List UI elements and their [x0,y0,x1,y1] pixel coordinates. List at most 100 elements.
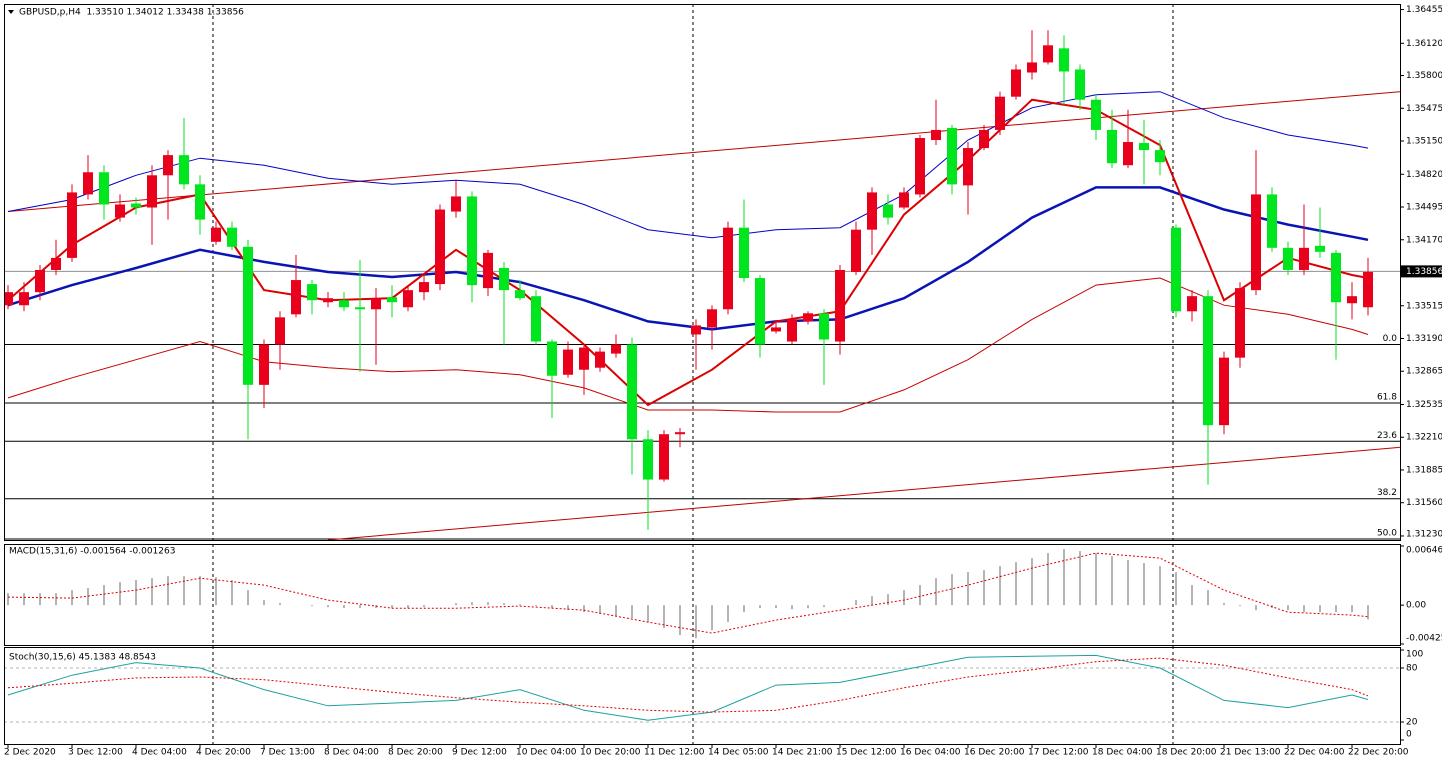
stoch-signal [7,657,1369,713]
candle-body [1155,150,1165,163]
candle-body [803,313,813,322]
y-tick-label: 1.32535 [1406,400,1442,410]
candle-body [1203,296,1213,426]
candle-body [739,227,749,279]
candle-body [1347,296,1357,304]
y-tick-label: 1.34820 [1406,170,1442,180]
candle-body [995,96,1005,130]
candle-body [771,327,781,332]
y-tick-label: 20 [1406,718,1418,728]
fibo-label: 61.8 [1377,392,1397,402]
candle-body [1283,247,1293,270]
candle-body [211,227,221,242]
candle-body [1235,288,1245,358]
macd-pane [7,549,1369,639]
fibo-label: 0.0 [1383,334,1398,344]
candle-body [691,325,701,335]
candle-body [355,307,365,310]
candle-body [707,309,717,328]
candle-body [1011,69,1021,97]
chart-title: GBPUSD,p,H4 1.33510 1.34012 1.33438 1.33… [19,8,244,18]
macd-frame [4,544,1401,646]
y-tick-label: 1.32210 [1406,433,1442,443]
candle-body [1107,129,1117,164]
candle-body [979,129,989,149]
x-tick-label: 18 Dec 04:00 [1092,748,1153,758]
x-tick-label: 8 Dec 04:00 [324,748,379,758]
macd-title: MACD(15,31,6) -0.001564 -0.001263 [9,547,175,557]
candle-body [115,204,125,218]
candle-body [659,434,669,480]
candle-body [867,192,877,230]
candle-body [227,227,237,247]
candle-body [1171,227,1181,312]
x-tick-label: 2 Dec 2020 [4,748,56,758]
candle-body [643,439,653,480]
y-tick-label: 1.36455 [1406,5,1442,15]
candle-body [947,127,957,185]
candle-body [1027,62,1037,73]
macd-signal [7,552,1369,634]
y-tick-label: 0.00 [1406,601,1426,611]
x-tick-label: 9 Dec 12:00 [452,748,507,758]
current-price-box [1401,265,1442,278]
candle-body [435,209,445,285]
y-tick-label: 1.31560 [1406,498,1442,508]
price-pane: 0.0 61.8 23.6 38.2 50.0 [4,30,1400,540]
indicator-line [7,277,1369,413]
candle-body [819,313,829,340]
x-tick-label: 14 Dec 21:00 [772,748,833,758]
candle-body [67,192,77,258]
candle-body [1363,272,1373,308]
candle-body [163,155,173,176]
candle-body [531,296,541,342]
stoch-pane [4,654,1400,723]
y-tick-label: -0.00425 [1406,634,1442,644]
fibo-label: 23.6 [1377,431,1397,441]
x-tick-label: 8 Dec 20:00 [388,748,443,758]
y-tick-label: 1.34170 [1406,235,1442,245]
candle-body [563,349,573,375]
y-tick-label: 1.35150 [1406,137,1442,147]
stoch-title: Stoch(30,15,6) 45.1383 48.8543 [9,653,156,663]
indicator-line [7,91,1369,239]
indicator-line [7,98,1369,407]
candle-body [467,196,477,286]
y-tick-label: 1.33515 [1406,301,1442,311]
x-tick-label: 21 Dec 13:00 [1220,748,1281,758]
y-tick-label: 1.32865 [1406,367,1442,377]
candle-body [547,341,557,376]
x-tick-label: 10 Dec 20:00 [580,748,641,758]
candle-body [339,300,349,308]
menu-triangle[interactable] [8,10,14,14]
candle-body [1075,69,1085,100]
candle-body [275,317,285,345]
candle-body [627,344,637,440]
y-tick-label: 1.33190 [1406,334,1442,344]
x-tick-label: 4 Dec 20:00 [196,748,251,758]
y-tick-label: 100 [1406,650,1423,660]
candle-body [1043,45,1053,63]
axes: 1.36455 1.36120 1.35800 1.35475 1.35150 1.348… [4,5,1442,758]
candle-body [259,344,269,385]
candle-body [787,319,797,342]
x-tick-label: 15 Dec 12:00 [836,748,897,758]
candle-body [291,280,301,315]
candle-body [323,298,333,303]
candle-body [483,252,493,289]
candle-body [307,284,317,301]
candle-body [19,292,29,306]
fibo-label: 50.0 [1377,528,1397,538]
x-tick-label: 16 Dec 04:00 [900,748,961,758]
y-tick-label: 0 [1406,730,1412,740]
x-tick-label: 11 Dec 12:00 [644,748,705,758]
x-tick-label: 16 Dec 20:00 [964,748,1025,758]
candle-body [1123,142,1133,166]
candle-body [1299,247,1309,270]
candle-body [403,290,413,308]
candle-body [915,138,925,195]
candle-body [515,290,525,299]
x-tick-label: 4 Dec 04:00 [132,748,187,758]
